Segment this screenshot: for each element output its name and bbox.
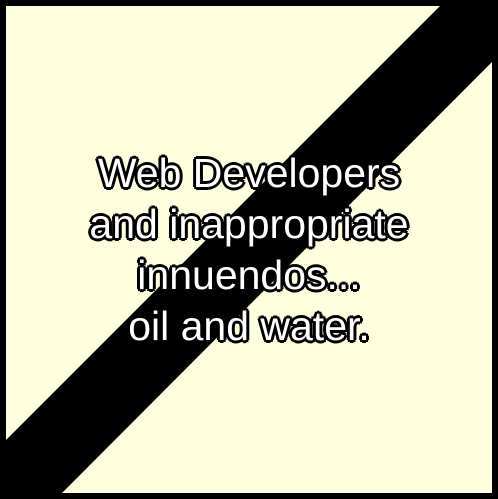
caption-line-2: and inappropriate xyxy=(89,201,409,247)
caption-line-4: oil and water. xyxy=(128,303,370,349)
caption: Web Developers and inappropriate innuend… xyxy=(6,148,492,352)
caption-line-1: Web Developers xyxy=(97,150,401,196)
caption-line-3: innuendos... xyxy=(137,252,361,298)
diagonal-stripe xyxy=(6,6,492,493)
poster-canvas xyxy=(6,6,492,493)
